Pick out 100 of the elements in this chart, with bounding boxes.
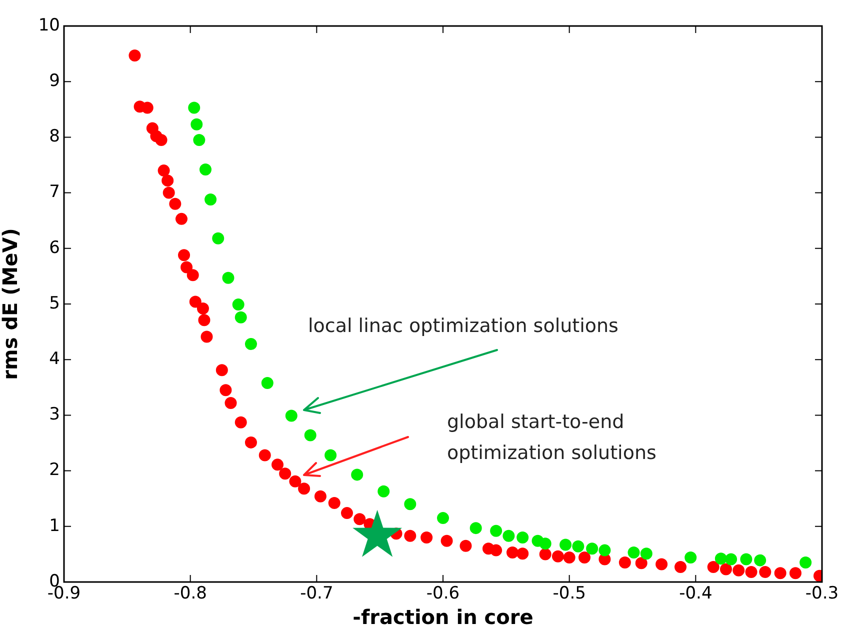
y-tick-label: 2	[49, 460, 60, 480]
point	[234, 416, 247, 428]
point	[196, 302, 209, 314]
x-tick-label: -0.8	[174, 584, 207, 604]
point	[180, 261, 193, 274]
point	[539, 538, 552, 550]
point	[189, 296, 202, 308]
annotation: local linac optimization solutions	[308, 314, 618, 337]
point	[128, 49, 141, 62]
point	[272, 458, 284, 471]
point	[324, 449, 337, 462]
point	[285, 410, 298, 422]
point	[304, 429, 316, 442]
point	[158, 164, 170, 177]
point	[169, 198, 182, 210]
point	[340, 507, 353, 520]
point	[404, 498, 416, 510]
point	[193, 134, 206, 146]
y-tick-label: 7	[49, 182, 60, 202]
point	[618, 556, 631, 569]
point	[684, 552, 697, 564]
point	[141, 102, 154, 114]
y-tick-label: 10	[38, 15, 60, 36]
point	[628, 546, 640, 559]
point	[800, 556, 812, 569]
point	[714, 552, 727, 565]
y-tick-label: 1	[49, 516, 60, 536]
point	[354, 513, 366, 526]
point	[186, 269, 199, 282]
point	[506, 546, 518, 559]
point	[178, 249, 190, 262]
y-axis-title: rms dE (MeV)	[0, 228, 22, 380]
point	[516, 532, 529, 544]
point	[437, 512, 449, 524]
annotation: global start-to-end optimization solutions	[447, 410, 656, 464]
point	[720, 563, 732, 576]
point	[222, 272, 234, 284]
point	[516, 548, 529, 560]
point	[572, 540, 584, 552]
point	[328, 497, 340, 510]
point	[502, 530, 515, 542]
x-tick-label: -0.6	[426, 584, 460, 604]
point	[420, 532, 433, 544]
y-tick-label: 6	[49, 238, 60, 258]
point	[378, 485, 390, 498]
point	[190, 118, 203, 130]
point	[244, 338, 257, 350]
point	[204, 193, 217, 206]
y-tick-label: 3	[49, 404, 60, 425]
point	[279, 468, 292, 480]
point	[224, 396, 237, 409]
x-tick-label: -0.7	[300, 584, 334, 604]
point	[212, 232, 224, 244]
point	[258, 449, 271, 462]
point	[490, 524, 502, 537]
point	[261, 376, 274, 389]
point	[298, 482, 310, 495]
y-tick-label: 9	[49, 71, 60, 92]
x-tick-label: -0.5	[552, 584, 586, 604]
point	[754, 554, 766, 566]
point	[220, 384, 232, 396]
point	[234, 311, 247, 324]
point	[635, 557, 648, 570]
point	[216, 364, 228, 376]
x-tick-label: -0.4	[679, 584, 712, 604]
point	[732, 564, 745, 576]
point	[563, 552, 576, 564]
x-axis-title: -fraction in core	[352, 605, 534, 630]
point	[560, 538, 572, 551]
point	[539, 548, 552, 560]
point	[232, 298, 244, 311]
point	[552, 550, 564, 562]
point	[586, 542, 598, 555]
point	[759, 566, 772, 578]
point	[244, 436, 257, 448]
point	[460, 540, 472, 552]
point	[198, 314, 210, 326]
y-tick-label: 8	[49, 126, 60, 147]
point	[199, 163, 212, 176]
y-tick-label: 4	[49, 349, 60, 370]
point	[175, 212, 188, 225]
point	[188, 102, 200, 114]
point	[725, 553, 738, 566]
point	[155, 134, 168, 146]
point	[162, 174, 174, 187]
point	[470, 522, 482, 534]
point	[404, 530, 416, 542]
point	[440, 534, 453, 547]
point	[674, 560, 687, 573]
point	[200, 330, 213, 343]
point	[314, 490, 326, 502]
point	[740, 553, 752, 566]
point	[162, 186, 175, 199]
point	[640, 548, 652, 560]
point	[351, 468, 364, 481]
point	[490, 544, 502, 556]
point	[578, 552, 590, 564]
point	[745, 566, 758, 578]
point	[774, 567, 786, 580]
point	[789, 567, 802, 580]
